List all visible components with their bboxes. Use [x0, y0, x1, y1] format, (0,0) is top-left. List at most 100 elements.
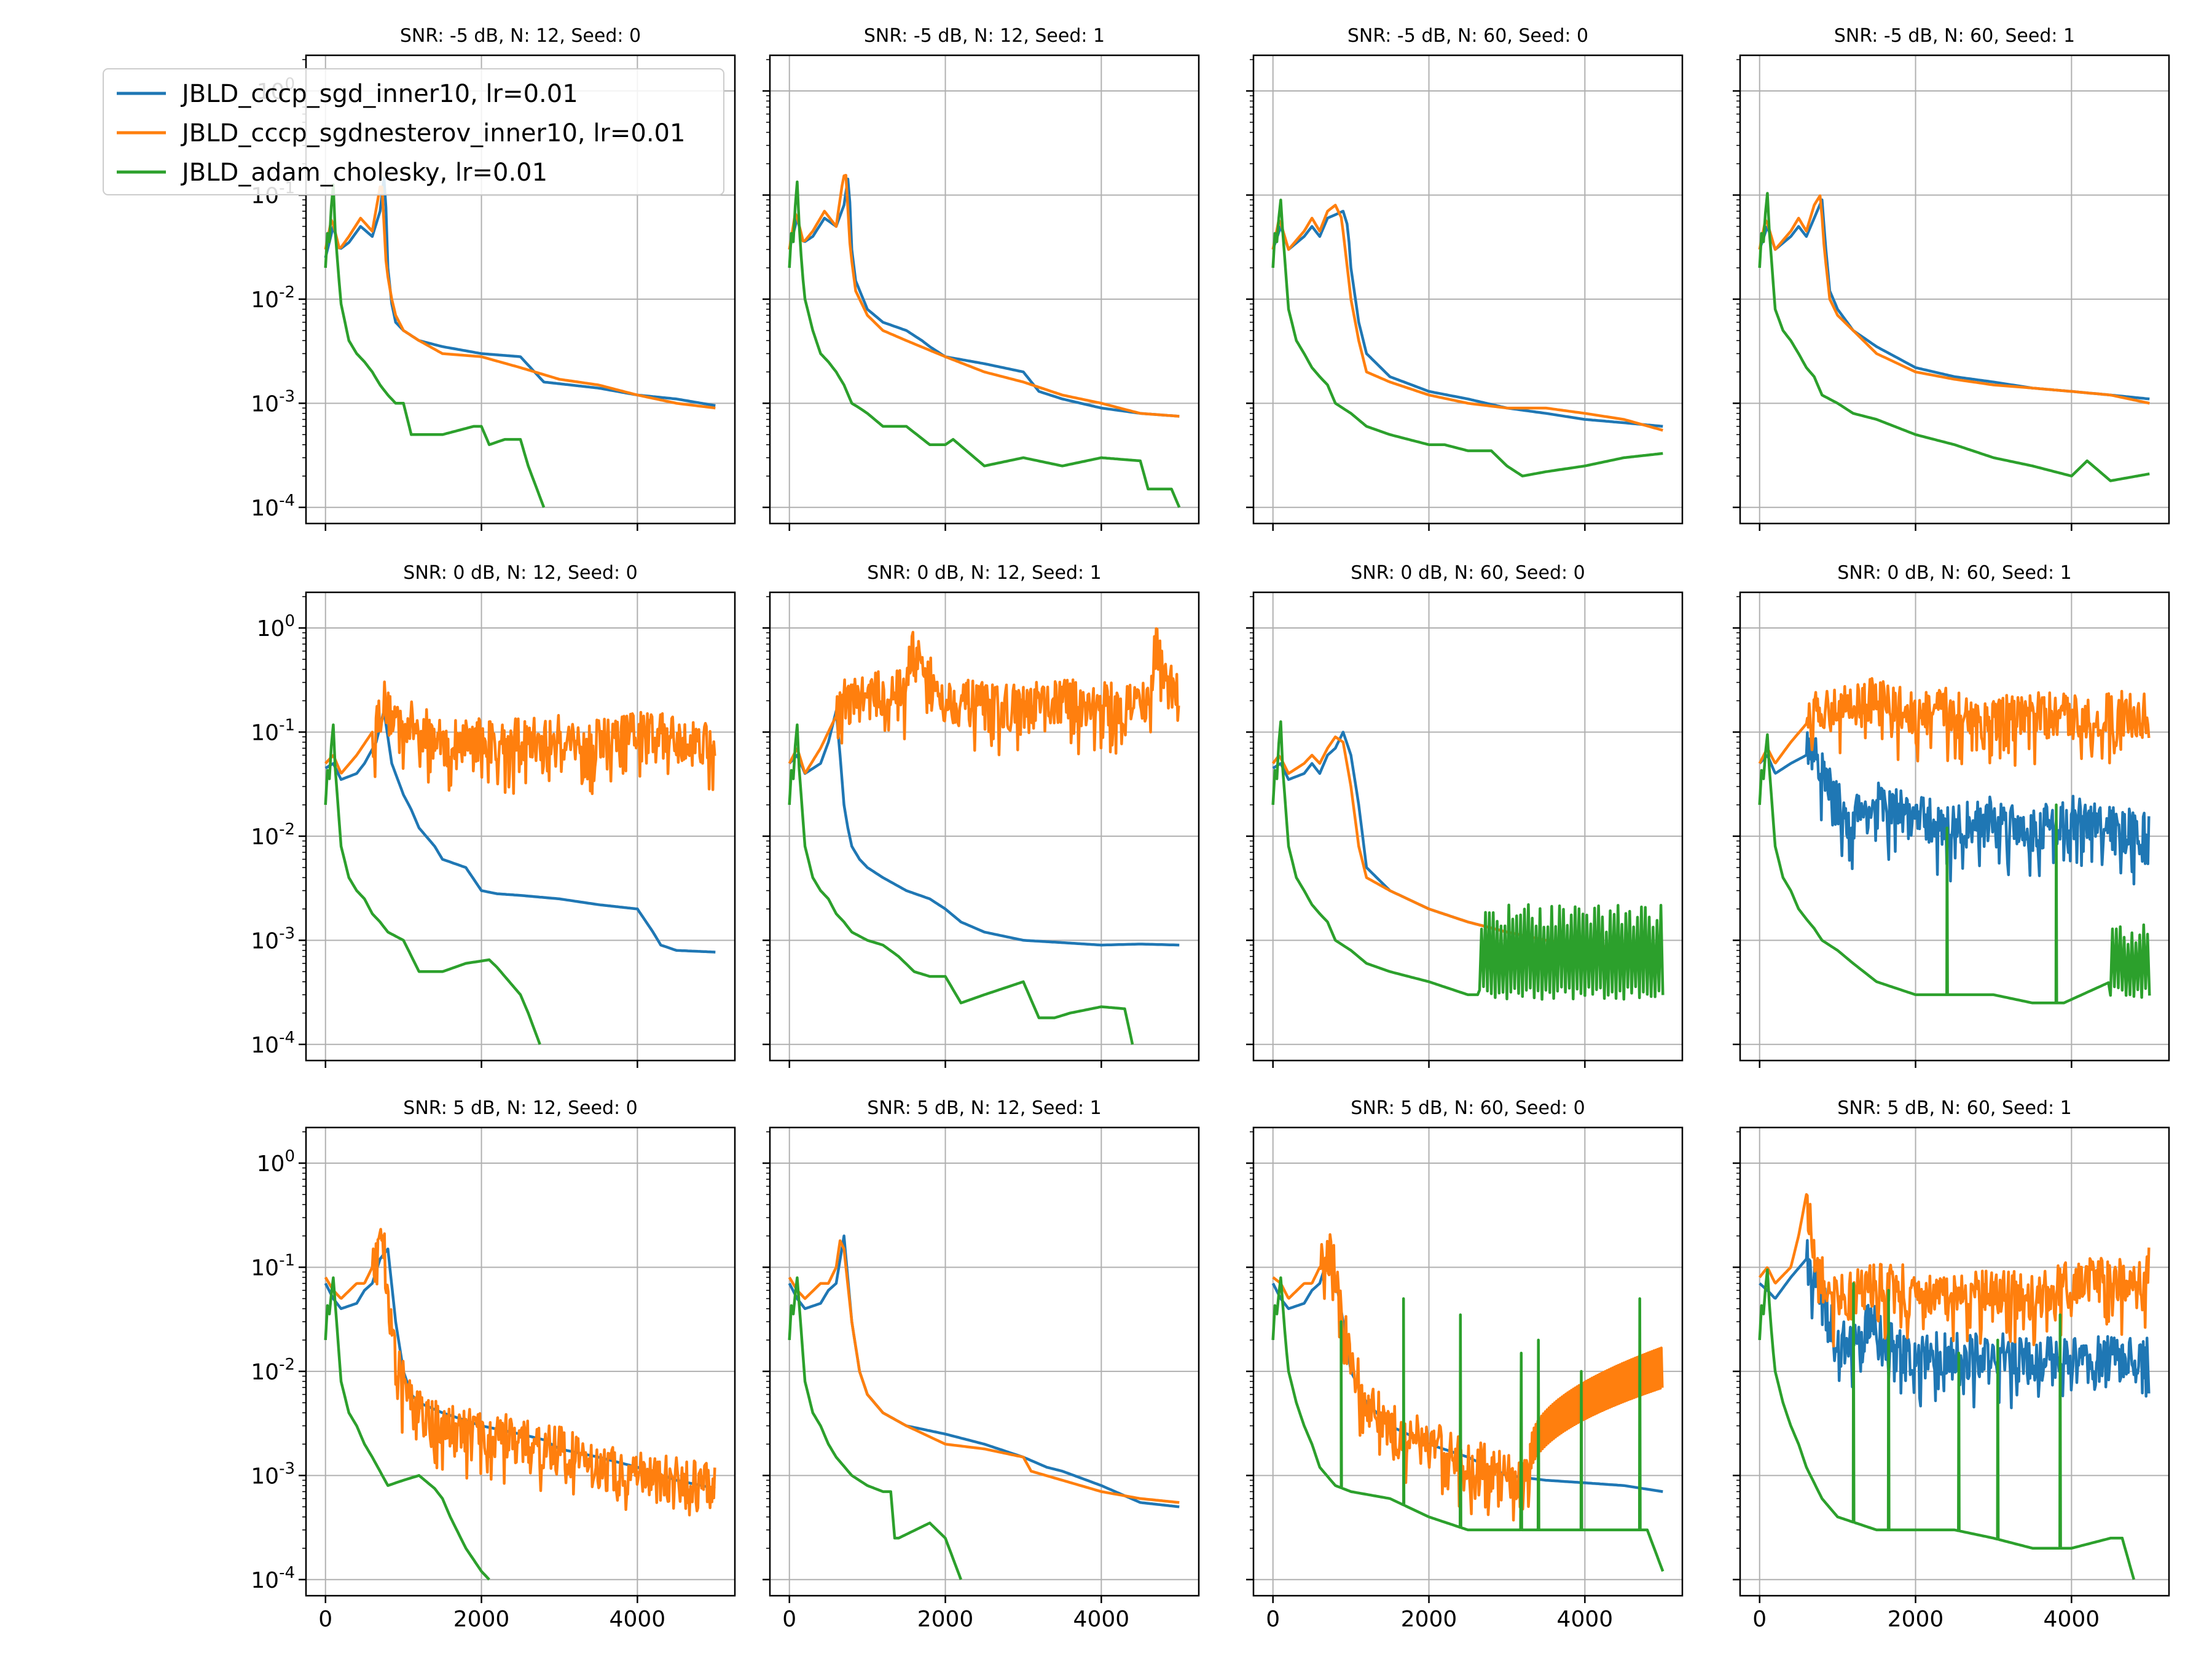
- axes-frame: [305, 54, 736, 525]
- gridlines: [770, 592, 1199, 1061]
- series-line-adam: [1758, 1268, 2136, 1580]
- y-tick-exponent: -3: [279, 924, 295, 943]
- x-tick-label: 0: [782, 1607, 796, 1632]
- subplot-8: SNR: 0 dB, N: 60, Seed: 1: [1733, 562, 2170, 1068]
- gridlines: [306, 592, 735, 1061]
- x-tick-label: 2000: [453, 1607, 510, 1632]
- x-tick-label: 0: [1752, 1607, 1767, 1632]
- series-group: [1271, 198, 1663, 477]
- series-line-adam: [324, 1276, 490, 1581]
- legend-box: [103, 68, 724, 195]
- x-tick-label: 4000: [1557, 1607, 1614, 1632]
- axes-frame: [769, 591, 1200, 1062]
- series-line-cccp_sgd: [788, 709, 1180, 947]
- x-tick-label: 2000: [1888, 1607, 1944, 1632]
- axes-frame: [1739, 1126, 2170, 1597]
- series-group: [1758, 192, 2150, 482]
- x-tick-label: 4000: [2044, 1607, 2100, 1632]
- series-group: [324, 176, 716, 508]
- subplot-7: SNR: 0 dB, N: 60, Seed: 0: [1246, 562, 1684, 1068]
- y-tick-exponent: -1: [279, 716, 295, 734]
- y-tick-exponent: -4: [279, 492, 295, 510]
- subplot-4: SNR: -5 dB, N: 60, Seed: 1: [1733, 25, 2170, 531]
- series-line-adam: [788, 723, 1134, 1045]
- gridlines: [306, 1128, 735, 1596]
- subplot-9: SNR: 5 dB, N: 12, Seed: 00 2000 400010-410…: [251, 1097, 736, 1632]
- axes-frame: [769, 54, 1200, 525]
- subplot-3: SNR: -5 dB, N: 60, Seed: 0: [1246, 25, 1684, 531]
- series-line-cccp_sgd: [324, 709, 716, 954]
- y-tick-exponent: -3: [279, 387, 295, 406]
- series-line-cccp_nesterov: [1758, 1193, 2151, 1348]
- subplot-2: SNR: -5 dB, N: 12, Seed: 1: [763, 25, 1200, 531]
- axes-frame: [1252, 1126, 1684, 1597]
- gridlines: [1740, 55, 2169, 524]
- subplot-12: SNR: 5 dB, N: 60, Seed: 1 0 2000 4000: [1733, 1097, 2170, 1632]
- series-line-cccp_nesterov: [788, 627, 1180, 775]
- subplot-5: SNR: 0 dB, N: 12, Seed: 010-410-310-210-…: [251, 562, 736, 1068]
- series-line-cccp_nesterov: [1271, 203, 1663, 432]
- series-line-adam: [324, 723, 541, 1045]
- y-tick-exponent: -2: [279, 820, 295, 839]
- axes-frame: [1252, 591, 1684, 1062]
- x-tick-label: 0: [1266, 1607, 1280, 1632]
- subplot-title: SNR: 0 dB, N: 60, Seed: 1: [1837, 562, 2071, 584]
- y-tick-exponent: -1: [279, 1251, 295, 1269]
- x-tick-label: 4000: [610, 1607, 666, 1632]
- legend-label-cccp_nesterov: JBLD_cccp_sgdnesterov_inner10, lr=0.01: [180, 119, 685, 147]
- gridlines: [770, 1128, 1199, 1596]
- series-group: [324, 680, 716, 1045]
- series-line-adam: [1758, 192, 2150, 482]
- subplot-title: SNR: 5 dB, N: 12, Seed: 0: [403, 1097, 637, 1119]
- series-line-cccp_nesterov: [324, 680, 716, 795]
- x-tick-label: 2000: [1401, 1607, 1457, 1632]
- series-group: [788, 173, 1181, 508]
- subplot-6: SNR: 0 dB, N: 12, Seed: 1: [763, 562, 1200, 1068]
- subplot-title: SNR: 5 dB, N: 60, Seed: 1: [1837, 1097, 2071, 1119]
- legend-label-cccp_sgd: JBLD_cccp_sgd_inner10, lr=0.01: [180, 80, 578, 108]
- subplot-10: SNR: 5 dB, N: 12, Seed: 1 0 2000 4000: [763, 1097, 1200, 1632]
- y-tick-exponent: -2: [279, 1355, 295, 1374]
- axes-frame: [769, 1126, 1200, 1597]
- series-line-cccp_nesterov: [324, 1228, 716, 1516]
- series-line-cccp_sgd: [1759, 731, 2151, 886]
- subplot-title: SNR: -5 dB, N: 60, Seed: 1: [1834, 25, 2075, 47]
- subplot-title: SNR: 5 dB, N: 12, Seed: 1: [867, 1097, 1101, 1119]
- series-line-cccp_sgd: [788, 178, 1180, 418]
- subplot-11: SNR: 5 dB, N: 60, Seed: 0 0 2000 4000: [1246, 1097, 1684, 1632]
- subplot-title: SNR: -5 dB, N: 12, Seed: 0: [400, 25, 641, 47]
- series-line-cccp_nesterov: [324, 185, 716, 410]
- series-line-adam: [788, 1276, 963, 1580]
- subplot-title: SNR: 0 dB, N: 12, Seed: 0: [403, 562, 637, 584]
- x-tick-label: 0: [318, 1607, 332, 1632]
- series-group: [788, 627, 1180, 1045]
- axes-frame: [305, 591, 736, 1062]
- series-group: [1271, 720, 1665, 1001]
- series-group: [1271, 1233, 1665, 1572]
- series-line-adam: [1271, 1276, 1665, 1572]
- axes-frame: [1739, 591, 2170, 1062]
- subplot-grid: SNR: -5 dB, N: 12, Seed: 010-410-310-210…: [251, 25, 2170, 1632]
- series-line-cccp_nesterov: [788, 173, 1180, 418]
- series-line-adam: [1271, 720, 1665, 1001]
- legend: JBLD_cccp_sgd_inner10, lr=0.01 JBLD_cccp_…: [103, 68, 724, 195]
- subplot-title: SNR: -5 dB, N: 60, Seed: 0: [1347, 25, 1588, 47]
- y-tick-exponent: -4: [279, 1564, 295, 1582]
- series-group: [324, 1228, 716, 1581]
- subplot-title: SNR: 0 dB, N: 12, Seed: 1: [867, 562, 1101, 584]
- axes-frame: [1739, 54, 2170, 525]
- series-line-adam: [788, 180, 1181, 508]
- series-line-cccp_nesterov: [1758, 677, 2151, 767]
- series-group: [1758, 1193, 2151, 1580]
- series-line-adam: [1271, 198, 1663, 477]
- y-tick-exponent: -2: [279, 283, 295, 302]
- subplot-title: SNR: 5 dB, N: 60, Seed: 0: [1351, 1097, 1585, 1119]
- series-line-adam: [324, 183, 546, 508]
- series-line-cccp_nesterov: [788, 1239, 1180, 1504]
- y-tick-label: 10-4: [251, 1564, 295, 1593]
- series-line-cccp_nesterov: [1758, 194, 2150, 405]
- y-tick-exponent: -3: [279, 1459, 295, 1478]
- series-line-cccp_nesterov: [1272, 1233, 1664, 1522]
